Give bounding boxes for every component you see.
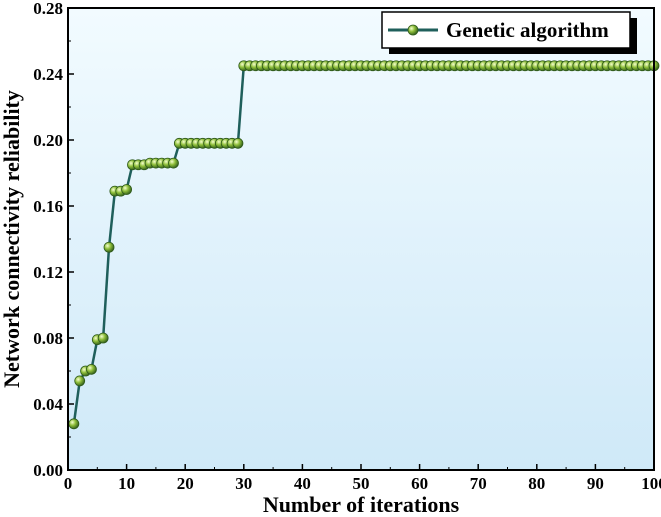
data-point [168, 157, 179, 169]
legend-label: Genetic algorithm [446, 18, 609, 42]
data-point [74, 375, 86, 387]
data-point [97, 332, 109, 344]
y-tick-label: 0.08 [33, 329, 63, 348]
data-point [103, 241, 115, 253]
x-tick-label: 0 [64, 474, 73, 493]
x-axis-title: Number of iterations [263, 492, 460, 517]
x-tick-label: 40 [294, 474, 311, 493]
x-tick-label: 100 [641, 474, 661, 493]
y-tick-label: 0.16 [33, 197, 63, 216]
plot-area-background [68, 8, 654, 470]
x-tick-label: 10 [118, 474, 135, 493]
x-tick-label: 60 [411, 474, 428, 493]
y-tick-label: 0.04 [33, 395, 63, 414]
series-layer [68, 60, 660, 430]
x-tick-label: 50 [353, 474, 370, 493]
data-point [121, 184, 132, 195]
ticks-layer: 0 10 20 30 40 50 60 70 80 90 100 0.00 0.04 0.08 0.12 0.… [33, 0, 661, 493]
y-tick-label: 0.28 [33, 0, 63, 18]
data-point [232, 137, 244, 149]
x-tick-label: 30 [235, 474, 252, 493]
y-tick-label: 0.00 [33, 461, 63, 480]
y-tick-label: 0.24 [33, 65, 63, 84]
legend: Genetic algorithm [381, 11, 637, 54]
data-point [86, 363, 97, 375]
data-point [68, 418, 80, 430]
y-tick-label: 0.20 [33, 131, 63, 150]
x-tick-label: 70 [470, 474, 487, 493]
x-tick-label: 20 [177, 474, 194, 493]
legend-marker-sample [407, 24, 419, 36]
x-tick-label: 90 [587, 474, 604, 493]
x-tick-label: 80 [528, 474, 545, 493]
y-tick-label: 0.12 [33, 263, 63, 282]
y-axis-title: Network connectivity reliability [0, 90, 24, 388]
